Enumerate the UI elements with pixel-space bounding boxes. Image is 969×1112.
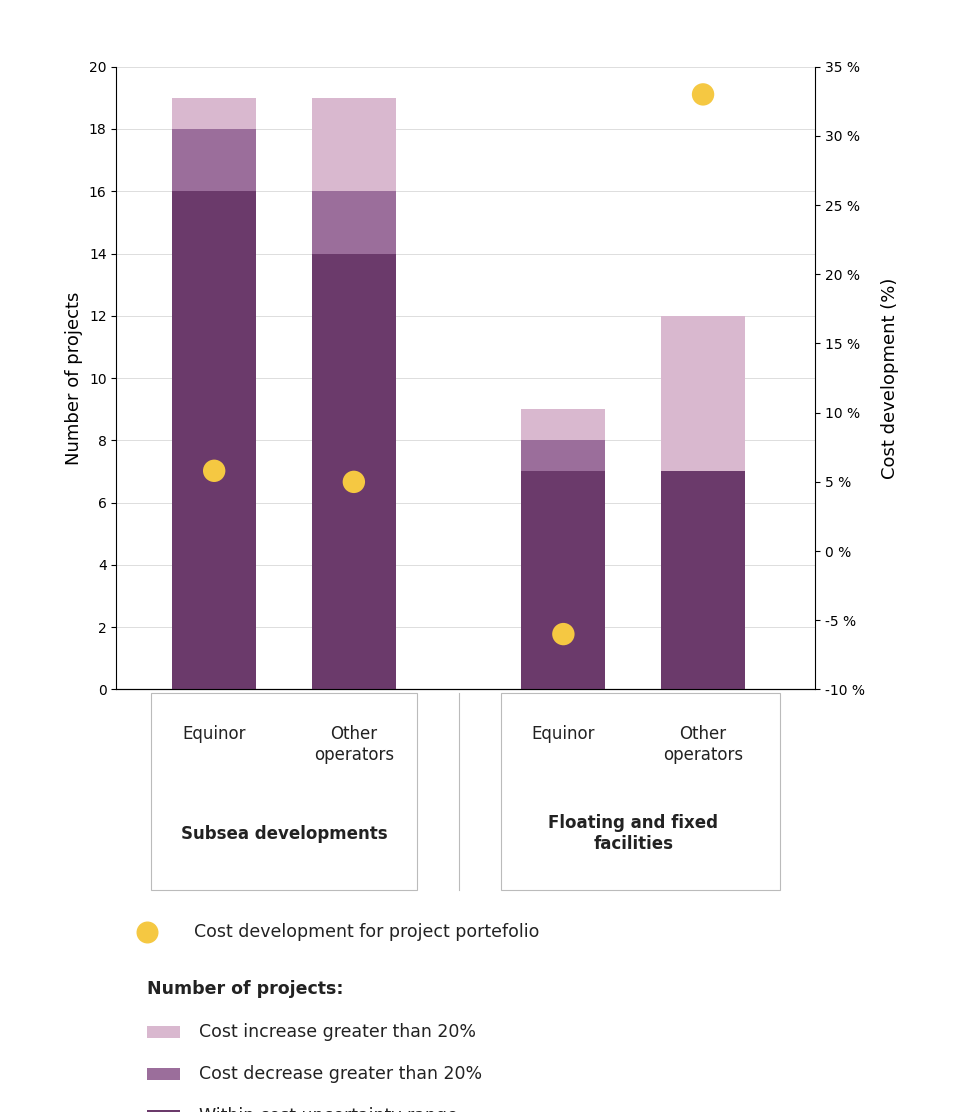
Text: Equinor: Equinor bbox=[182, 725, 246, 744]
Point bbox=[555, 625, 571, 643]
Bar bbox=[521, 409, 605, 440]
Text: Other
operators: Other operators bbox=[662, 725, 742, 764]
Bar bbox=[521, 440, 605, 471]
Bar bbox=[312, 98, 395, 191]
Point bbox=[346, 473, 361, 490]
Text: Within cost uncertainty range: Within cost uncertainty range bbox=[200, 1108, 457, 1112]
Text: Cost development for project portefolio: Cost development for project portefolio bbox=[194, 923, 539, 942]
Text: Cost increase greater than 20%: Cost increase greater than 20% bbox=[200, 1023, 476, 1041]
Bar bbox=[172, 191, 256, 689]
Bar bbox=[172, 129, 256, 191]
Bar bbox=[312, 254, 395, 689]
Y-axis label: Number of projects: Number of projects bbox=[65, 291, 83, 465]
Text: Equinor: Equinor bbox=[531, 725, 595, 744]
FancyBboxPatch shape bbox=[147, 1026, 180, 1037]
Point bbox=[695, 86, 710, 103]
FancyBboxPatch shape bbox=[147, 1069, 180, 1080]
Point bbox=[206, 461, 222, 479]
FancyBboxPatch shape bbox=[147, 1111, 180, 1112]
Bar bbox=[661, 471, 744, 689]
Text: Subsea developments: Subsea developments bbox=[180, 825, 387, 843]
Text: Number of projects:: Number of projects: bbox=[147, 981, 344, 999]
Bar bbox=[661, 316, 744, 471]
Text: Other
operators: Other operators bbox=[313, 725, 393, 764]
Text: Cost decrease greater than 20%: Cost decrease greater than 20% bbox=[200, 1065, 482, 1083]
Bar bbox=[172, 98, 256, 129]
Point bbox=[140, 923, 155, 941]
Bar bbox=[521, 471, 605, 689]
Text: Floating and fixed
facilities: Floating and fixed facilities bbox=[547, 814, 717, 853]
Bar bbox=[312, 191, 395, 254]
Y-axis label: Cost development (%): Cost development (%) bbox=[880, 277, 898, 479]
